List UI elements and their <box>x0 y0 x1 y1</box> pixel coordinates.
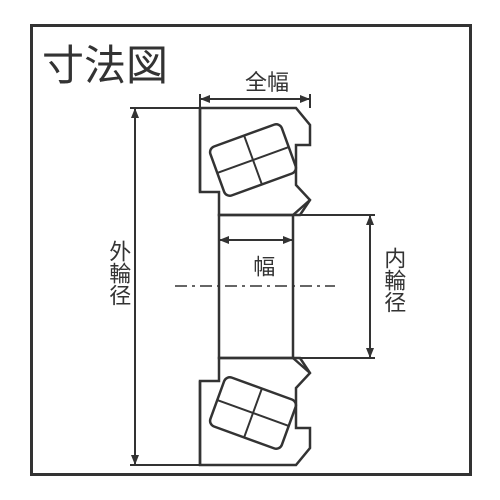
roller-bottom <box>208 376 297 451</box>
dim-outer-diameter <box>130 108 200 465</box>
dim-total-width <box>200 94 310 108</box>
roller-top <box>208 123 297 198</box>
bearing-diagram <box>0 0 500 500</box>
dim-width <box>219 236 293 244</box>
